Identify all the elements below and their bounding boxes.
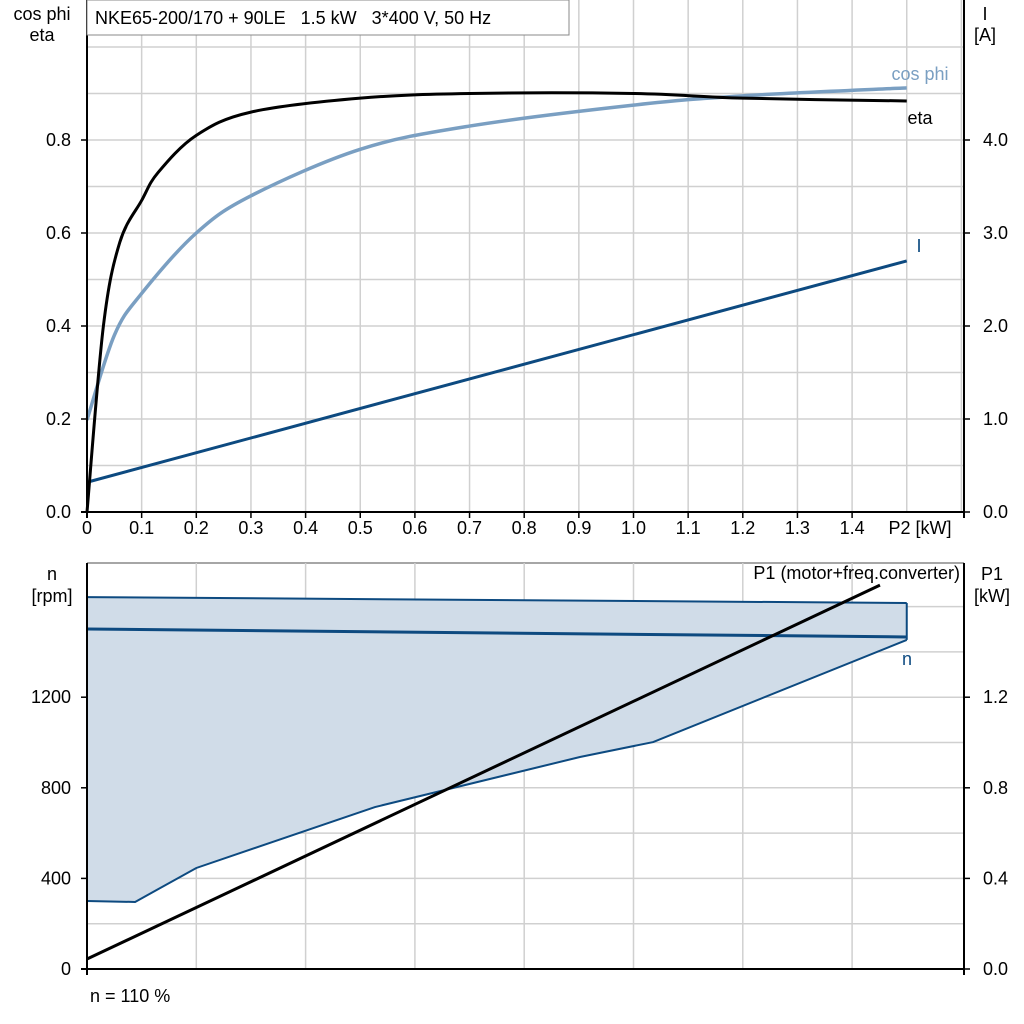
y-left-tick-label: 1200	[31, 687, 71, 707]
x-tick-label: 1.2	[730, 518, 755, 538]
series-label-eta: eta	[907, 108, 933, 128]
speed-range-area	[87, 597, 907, 902]
top-grid	[87, 0, 964, 512]
series-i-line	[86, 259, 908, 484]
y-left-tick-label: 800	[41, 778, 71, 798]
x-tick-label: 0.4	[293, 518, 318, 538]
y-right-tick-label: 3.0	[983, 223, 1008, 243]
speed-range-lower-line	[86, 638, 908, 903]
y-right-tick-label: 0.4	[983, 868, 1008, 888]
y-right-tick-label: 1.2	[983, 687, 1008, 707]
y-left-tick-label: 0	[61, 959, 71, 979]
x-tick-label: 0.7	[457, 518, 482, 538]
x-tick-label: 1.4	[840, 518, 865, 538]
series-label-n: n	[902, 649, 912, 669]
series-eta-line	[85, 91, 907, 513]
y-left-label-rpm: [rpm]	[31, 586, 72, 606]
series-label-p1: P1 (motor+freq.converter)	[753, 563, 960, 583]
speed-range-upper-line	[86, 596, 907, 604]
y-left-tick-label: 0.4	[46, 316, 71, 336]
y-left-tick-label: 0.8	[46, 130, 71, 150]
y-right-tick-label: 1.0	[983, 409, 1008, 429]
x-tick-label: 1.0	[621, 518, 646, 538]
y-right-label-kw: [kW]	[974, 586, 1010, 606]
y-left-tick-label: 0.6	[46, 223, 71, 243]
x-tick-label: 1.3	[785, 518, 810, 538]
chart-title: NKE65-200/170 + 90LE 1.5 kW 3*400 V, 50 …	[95, 8, 491, 28]
chart-marks	[85, 86, 908, 961]
y-right-tick-label: 0.0	[983, 959, 1008, 979]
x-tick-label: 1.1	[676, 518, 701, 538]
x-axis-label: P2 [kW]	[888, 518, 951, 538]
y-right-tick-label: 0.8	[983, 778, 1008, 798]
speed-footnote: n = 110 %	[90, 986, 170, 1006]
series-p1-line	[86, 583, 881, 961]
y-left-label-eta: eta	[29, 25, 55, 45]
y-right-label-p1: P1	[981, 564, 1003, 584]
series-label-i: I	[916, 236, 921, 256]
x-tick-label: 0.5	[348, 518, 373, 538]
y-left-label-cosphi: cos phi	[13, 4, 70, 24]
y-right-tick-label: 4.0	[983, 130, 1008, 150]
title-box	[86, 0, 570, 36]
x-tick-label: 0.9	[566, 518, 591, 538]
y-left-tick-label: 0.2	[46, 409, 71, 429]
y-right-label-unit: [A]	[974, 25, 996, 45]
x-tick-label: 0.8	[512, 518, 537, 538]
y-left-tick-label: 400	[41, 868, 71, 888]
y-right-label-i: I	[982, 4, 987, 24]
x-tick-label: 0.6	[402, 518, 427, 538]
y-left-label-n: n	[47, 564, 57, 584]
x-tick-label: 0.1	[129, 518, 154, 538]
x-tick-label: 0	[82, 518, 92, 538]
x-tick-label: 0.3	[238, 518, 263, 538]
series-label-cosphi: cos phi	[891, 64, 948, 84]
chart-axes: 0 0.1 0.2 0.3 0.4 0.5 0.6 0.7 0.8 0.9 1.0 1.1 1.2 1.3…	[31, 0, 1008, 979]
y-left-tick-label: 0.0	[46, 502, 71, 522]
x-tick-label: 0.2	[184, 518, 209, 538]
y-right-tick-label: 0.0	[983, 502, 1008, 522]
y-right-tick-label: 2.0	[983, 316, 1008, 336]
